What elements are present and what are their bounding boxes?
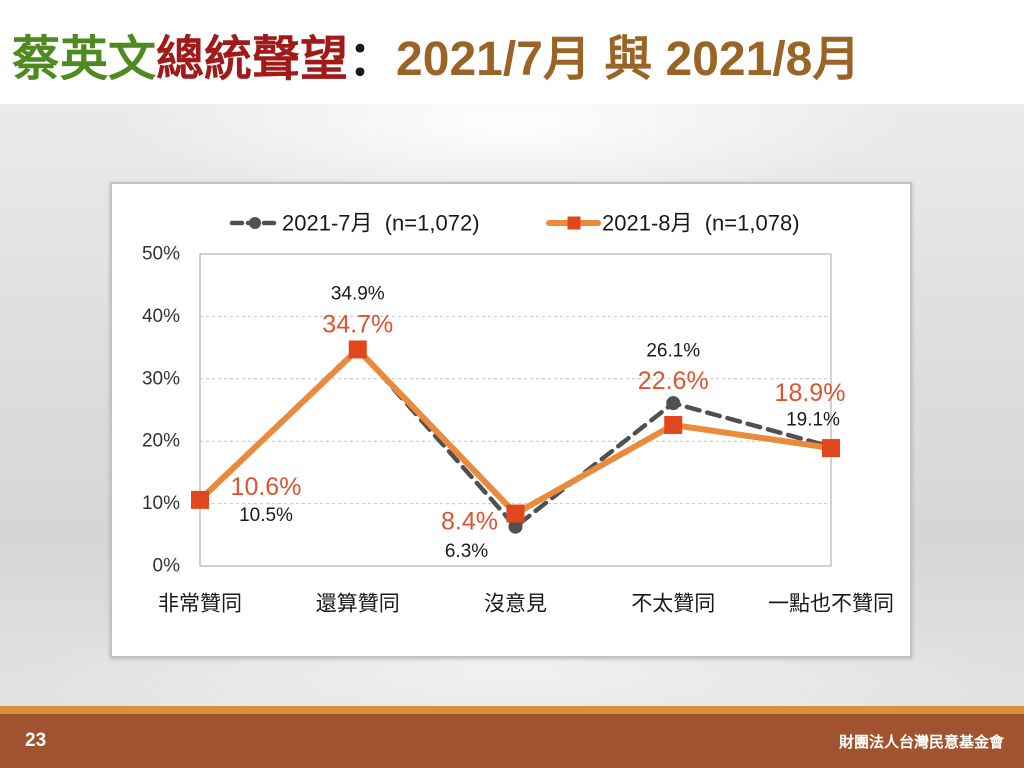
x-category-label: 沒意見 <box>484 593 547 616</box>
x-category-label: 還算贊同 <box>316 593 400 616</box>
y-tick-label: 10% <box>142 493 180 514</box>
series-2-point <box>822 439 840 458</box>
series-1-data-label: 19.1% <box>786 409 840 430</box>
y-tick-label: 40% <box>142 306 180 327</box>
y-tick-label: 50% <box>142 244 180 265</box>
title-person-name: 蔡英文 <box>12 33 157 86</box>
series-2-data-label: 34.7% <box>322 310 393 338</box>
slide-title: 蔡英文總統聲望：2021/7月 與 2021/8月 <box>12 32 860 88</box>
x-category-label: 不太贊同 <box>631 593 715 616</box>
series-2-data-label: 8.4% <box>441 508 498 536</box>
series-1-point <box>508 519 523 534</box>
series-1-point <box>666 396 681 411</box>
plot-area-border <box>199 253 832 567</box>
series-2-point <box>191 490 209 509</box>
organization-name: 財團法人台灣民意基金會 <box>838 733 1004 751</box>
x-category-label: 一點也不贊同 <box>768 593 894 616</box>
series-2-data-label: 22.6% <box>638 367 709 395</box>
series-2-point <box>506 504 525 523</box>
legend-marker-series-1 <box>249 217 261 229</box>
footer-accent-stripe <box>0 706 1024 714</box>
footer: 23 財團法人台灣民意基金會 <box>0 714 1024 768</box>
series-2-point <box>664 415 683 434</box>
title-colon: ： <box>348 33 397 86</box>
series-1-data-label: 34.9% <box>331 284 385 305</box>
series-1-data-label: 26.1% <box>646 341 700 362</box>
series-2-point <box>348 340 367 359</box>
chart-panel <box>110 182 912 658</box>
y-tick-label: 20% <box>142 431 180 452</box>
series-2-data-label: 18.9% <box>775 379 846 407</box>
legend-marker-series-2 <box>567 216 581 230</box>
y-tick-label: 0% <box>153 556 181 577</box>
x-category-label: 非常贊同 <box>158 593 242 616</box>
legend-label-series-1: 2021-7月 (n=1,072) <box>282 211 480 236</box>
series-2-data-label: 10.6% <box>231 473 302 501</box>
y-tick-label: 30% <box>142 368 180 389</box>
line-chart: 0% 10% 20% 30% 40% 50% 非常贊同 還算贊同 沒意見 不太贊同 一點也不贊同 10… <box>142 211 894 616</box>
title-topic: 總統聲望 <box>156 33 349 86</box>
legend-label-series-2: 2021-8月 (n=1,078) <box>602 211 800 236</box>
title-period: 2021/7月 與 2021/8月 <box>396 33 861 86</box>
series-1-data-label: 6.3% <box>445 541 488 562</box>
series-1-data-label: 10.5% <box>239 505 293 526</box>
page-number: 23 <box>25 730 47 751</box>
